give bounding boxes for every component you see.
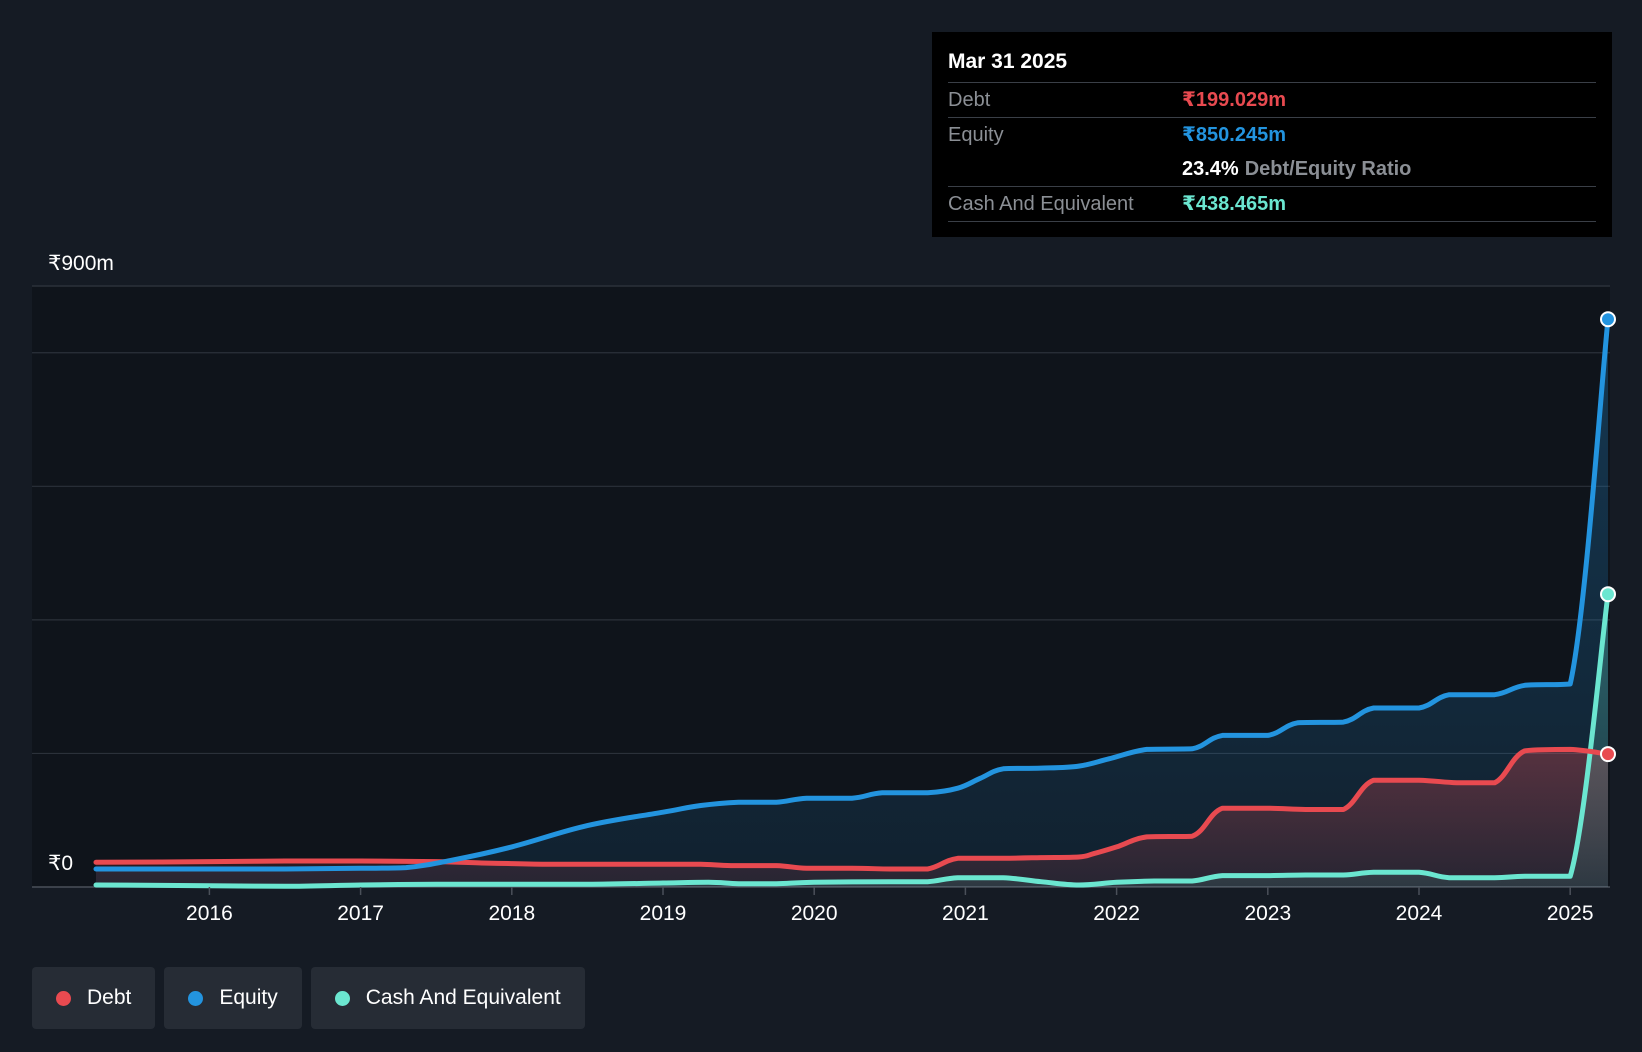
tooltip-equity-value: ₹850.245m [1182, 124, 1286, 146]
x-tick-label: 2018 [488, 902, 535, 925]
x-tick-label: 2016 [186, 902, 233, 925]
legend-debt-label: Debt [87, 986, 132, 1009]
x-tick-label: 2020 [791, 902, 838, 925]
tooltip-ratio-value: 23.4% [1182, 158, 1239, 180]
x-tick-label: 2019 [640, 902, 687, 925]
debt-dot-icon [56, 990, 71, 1006]
cash-endpoint[interactable] [1600, 586, 1616, 603]
equity-endpoint[interactable] [1600, 311, 1616, 328]
x-tick-label: 2025 [1547, 902, 1594, 925]
series-endpoints [1600, 311, 1616, 763]
y-tick-label-bottom: ₹0 [48, 852, 73, 875]
equity-dot-icon [188, 990, 204, 1006]
tooltip-date: Mar 31 2025 [948, 46, 1596, 83]
series-lines [93, 316, 1611, 889]
cash-line [93, 591, 1611, 889]
tooltip-debt-row: Debt ₹199.029m [948, 83, 1596, 118]
tooltip-cash-row: Cash And Equivalent ₹438.465m [948, 187, 1596, 222]
tooltip-equity-label: Equity [948, 124, 1004, 146]
y-tick-label-top: ₹900m [48, 252, 114, 275]
x-tick-label: 2023 [1244, 902, 1291, 925]
legend-item-equity[interactable]: Equity [164, 967, 302, 1029]
legend-cash-label: Cash And Equivalent [365, 986, 561, 1009]
tooltip-ratio-label: Debt/Equity Ratio [1244, 158, 1412, 180]
tooltip-equity-row: Equity ₹850.245m [948, 118, 1596, 152]
equity-line [93, 316, 1611, 872]
tooltip-cash-value: ₹438.465m [1182, 193, 1286, 215]
tooltip-ratio-row: 23.4% Debt/Equity Ratio [948, 152, 1596, 187]
tooltip-panel: Mar 31 2025 Debt ₹199.029m Equity ₹850.2… [932, 32, 1612, 237]
x-tick-label: 2022 [1093, 902, 1140, 925]
x-tick-label: 2017 [337, 902, 384, 925]
debt-area [96, 749, 1608, 887]
debt-endpoint[interactable] [1600, 746, 1616, 763]
tooltip-debt-value: ₹199.029m [1182, 89, 1286, 111]
debt-line [93, 746, 1611, 872]
x-axis-ticks: 2016 2017 2018 2019 2020 2021 2022 2023 2024 2025 [186, 887, 1594, 925]
legend-equity-label: Equity [219, 986, 278, 1009]
equity-area [96, 319, 1608, 887]
legend: Debt Equity Cash And Equivalent [32, 967, 585, 1029]
legend-item-debt[interactable]: Debt [32, 967, 156, 1029]
legend-item-cash[interactable]: Cash And Equivalent [310, 967, 585, 1029]
x-tick-label: 2024 [1396, 902, 1443, 925]
cash-dot-icon [334, 990, 350, 1006]
series-areas [96, 319, 1608, 887]
tooltip-cash-label: Cash And Equivalent [948, 193, 1134, 215]
tooltip-debt-label: Debt [948, 89, 991, 111]
x-tick-label: 2021 [942, 902, 989, 925]
